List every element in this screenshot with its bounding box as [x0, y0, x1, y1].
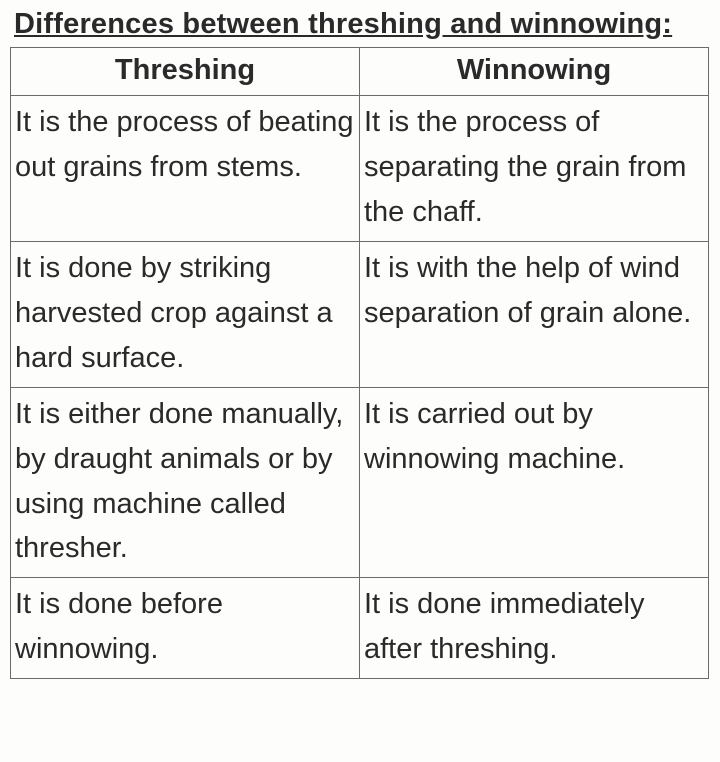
- table-cell: It is the process of beating out grains …: [11, 96, 360, 242]
- table-row: It is either done manually, by draught a…: [11, 387, 709, 578]
- table-header-row: Threshing Winnowing: [11, 48, 709, 96]
- table-cell: It is done before winnowing.: [11, 578, 360, 679]
- table-row: It is done before winnowing. It is done …: [11, 578, 709, 679]
- table-cell: It is the process of separating the grai…: [360, 96, 709, 242]
- table-cell: It is done by striking harvested crop ag…: [11, 241, 360, 387]
- table-cell: It is either done manually, by draught a…: [11, 387, 360, 578]
- column-header-threshing: Threshing: [11, 48, 360, 96]
- table-cell: It is carried out by winnowing machine.: [360, 387, 709, 578]
- table-row: It is done by striking harvested crop ag…: [11, 241, 709, 387]
- table-cell: It is done immediately after threshing.: [360, 578, 709, 679]
- comparison-table: Threshing Winnowing It is the process of…: [10, 47, 709, 679]
- page-title: Differences between threshing and winnow…: [10, 8, 710, 41]
- table-row: It is the process of beating out grains …: [11, 96, 709, 242]
- column-header-winnowing: Winnowing: [360, 48, 709, 96]
- table-cell: It is with the help of wind separation o…: [360, 241, 709, 387]
